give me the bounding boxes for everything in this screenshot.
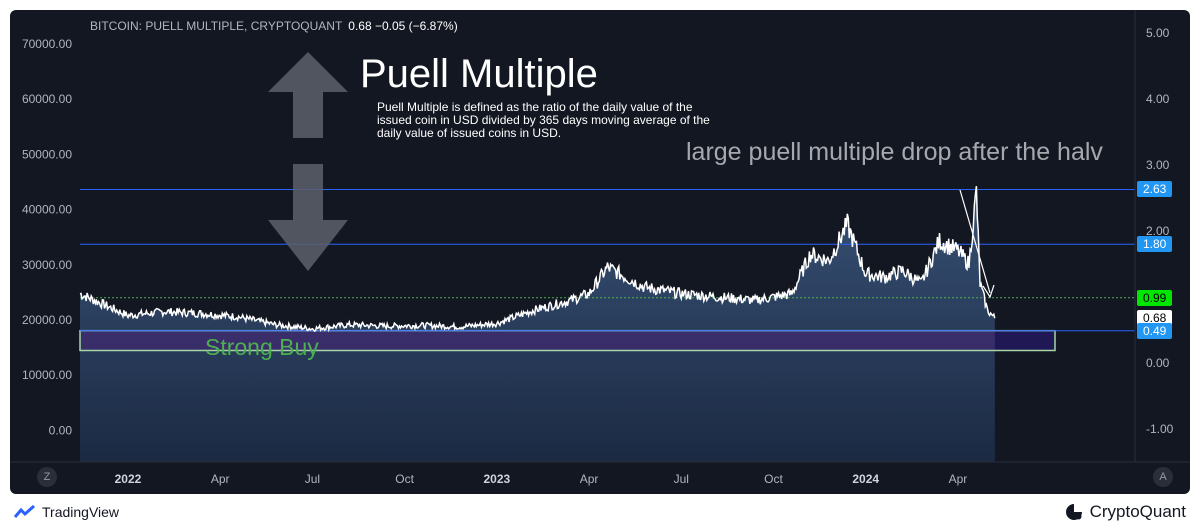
down-arrow-icon [268, 164, 348, 271]
level-pill-0.99: 0.99 [1137, 289, 1173, 306]
x-tick-label: Oct [395, 472, 414, 486]
definition-text: Puell Multiple is defined as the ratio o… [377, 100, 710, 140]
value-label: 0.68 −0.05 (−6.87%) [348, 19, 458, 33]
symbol-header: BITCOIN: PUELL MULTIPLE, CRYPTOQUANT 0.68… [90, 19, 458, 33]
chart-frame: 2022 Apr Jul Oct 2023 Apr Jul Oct 2024 Apr 70000.… [10, 10, 1190, 494]
x-tick-label: Jul [305, 472, 320, 486]
tradingview-logo[interactable]: TradingView [14, 504, 119, 520]
right-y-tick-label: 0.00 [1146, 356, 1170, 370]
cryptoquant-logo: CryptoQuant [1064, 502, 1186, 522]
level-pill-0.68: 0.68 [1137, 310, 1173, 327]
x-tick-label: Apr [580, 472, 599, 486]
cryptoquant-icon [1065, 504, 1082, 520]
x-tick-label: 2022 [115, 472, 142, 486]
level-pill-1.80: 1.80 [1137, 236, 1173, 253]
puell-series-line [79, 186, 996, 333]
up-arrow-icon [268, 52, 348, 138]
symbol-label: BITCOIN: PUELL MULTIPLE, CRYPTOQUANT [90, 19, 343, 33]
left-y-tick-label: 60000.00 [22, 92, 72, 106]
tradingview-brand: TradingView [42, 504, 120, 520]
x-tick-label: Jul [674, 472, 689, 486]
drop-arrow-head [982, 284, 995, 299]
left-y-tick-label: 70000.00 [22, 37, 72, 51]
area-fill [80, 186, 995, 462]
zoom-z-button[interactable]: Z [37, 467, 57, 487]
left-y-tick-label: 30000.00 [22, 258, 72, 272]
chart-title: Puell Multiple [360, 52, 598, 96]
right-y-tick-label: 5.00 [1146, 26, 1170, 40]
strong-buy-zone-future [994, 330, 1055, 351]
x-tick-label: Apr [211, 472, 230, 486]
auto-scale-a-button[interactable]: A [1153, 467, 1173, 487]
drop-annotation: large puell multiple drop after the halv [686, 138, 1103, 166]
strong-buy-label: Strong Buy [205, 334, 319, 360]
level-pill-2.63: 2.63 [1137, 181, 1173, 198]
left-y-tick-label: 0.00 [49, 423, 73, 437]
right-y-tick-label: 2.00 [1146, 224, 1170, 238]
x-tick-label: 2024 [852, 472, 879, 486]
left-y-tick-label: 10000.00 [22, 368, 72, 382]
right-y-tick-label: -1.00 [1146, 422, 1174, 436]
drop-arrow [959, 189, 991, 294]
level-pill-0.49: 0.49 [1137, 322, 1173, 339]
tradingview-icon [14, 505, 35, 518]
cryptoquant-brand: CryptoQuant [1089, 502, 1186, 521]
strong-buy-zone-history [80, 330, 995, 351]
footer: TradingView CryptoQuant [0, 494, 1200, 531]
puell-chart: 2022 Apr Jul Oct 2023 Apr Jul Oct 2024 Apr 70000.… [10, 10, 1190, 486]
x-tick-label: 2023 [483, 472, 510, 486]
right-y-tick-label: 3.00 [1146, 158, 1170, 172]
x-tick-label: Apr [949, 472, 968, 486]
right-y-tick-label: 4.00 [1146, 92, 1170, 106]
x-tick-label: Oct [764, 472, 783, 486]
left-y-tick-label: 20000.00 [22, 313, 72, 327]
up-down-arrows-icon [268, 52, 348, 271]
left-y-tick-label: 40000.00 [22, 203, 72, 217]
left-y-tick-label: 50000.00 [22, 147, 72, 161]
